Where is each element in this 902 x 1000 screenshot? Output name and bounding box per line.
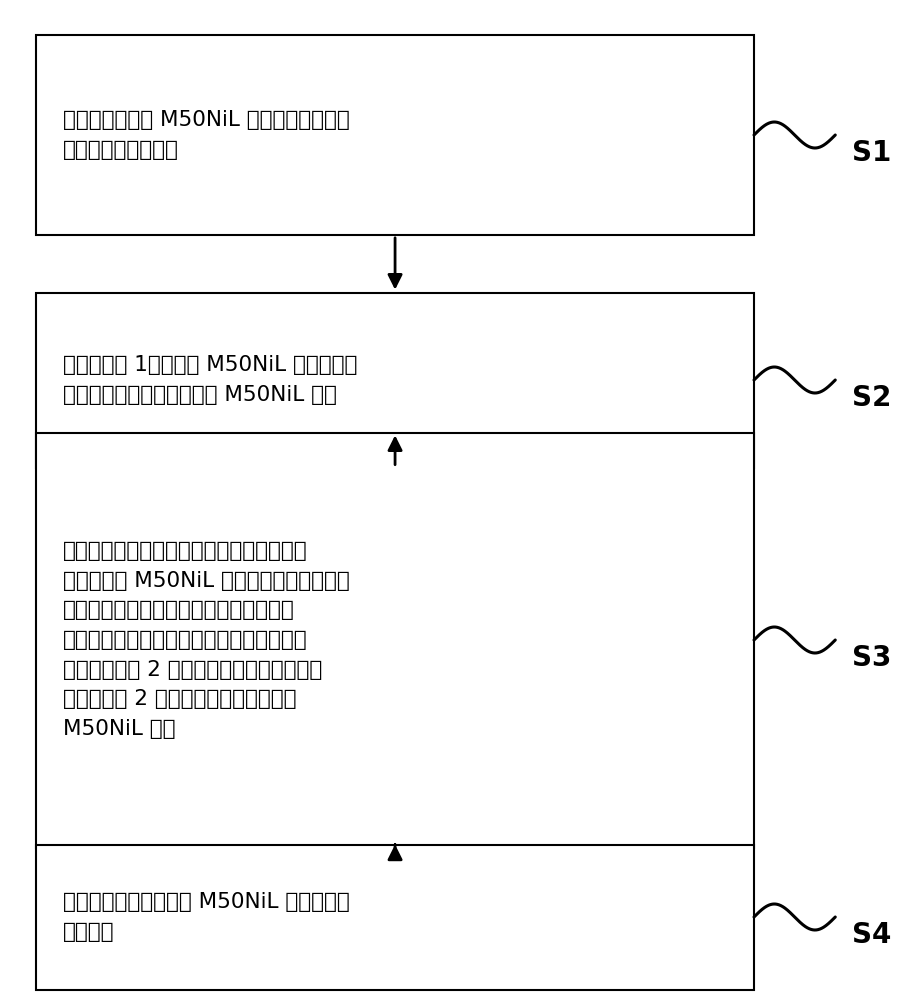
Text: 在真空条件下，采用直线式离子注入方式对
该处理过的 M50NiL 材料进行表面改性，表
面改性采用氮原子与金属离子连续重叠注
入工艺，先注入氮原子，再注入金属离: 在真空条件下，采用直线式离子注入方式对 该处理过的 M50NiL 材料进行表面改… <box>63 541 350 739</box>
Text: 备好一待处理的 M50NiL 材料，去除其表面
的油脂、锈点、杂质: 备好一待处理的 M50NiL 材料，去除其表面 的油脂、锈点、杂质 <box>63 110 350 160</box>
FancyBboxPatch shape <box>36 292 753 468</box>
Text: S3: S3 <box>851 644 890 672</box>
Text: S4: S4 <box>851 921 890 949</box>
Text: S2: S2 <box>851 384 890 412</box>
Text: S1: S1 <box>851 139 890 167</box>
FancyBboxPatch shape <box>36 432 753 848</box>
Text: 对经过步骤 1）处理的 M50NiL 材料进行水
洗和烘干，得到一处理过的 M50NiL 材料: 对经过步骤 1）处理的 M50NiL 材料进行水 洗和烘干，得到一处理过的 M5… <box>63 355 357 405</box>
FancyBboxPatch shape <box>36 844 753 990</box>
Text: 清洗并烘干该注入后的 M50NiL 材料，真空
密封封存: 清洗并烘干该注入后的 M50NiL 材料，真空 密封封存 <box>63 892 350 942</box>
FancyBboxPatch shape <box>36 35 753 235</box>
